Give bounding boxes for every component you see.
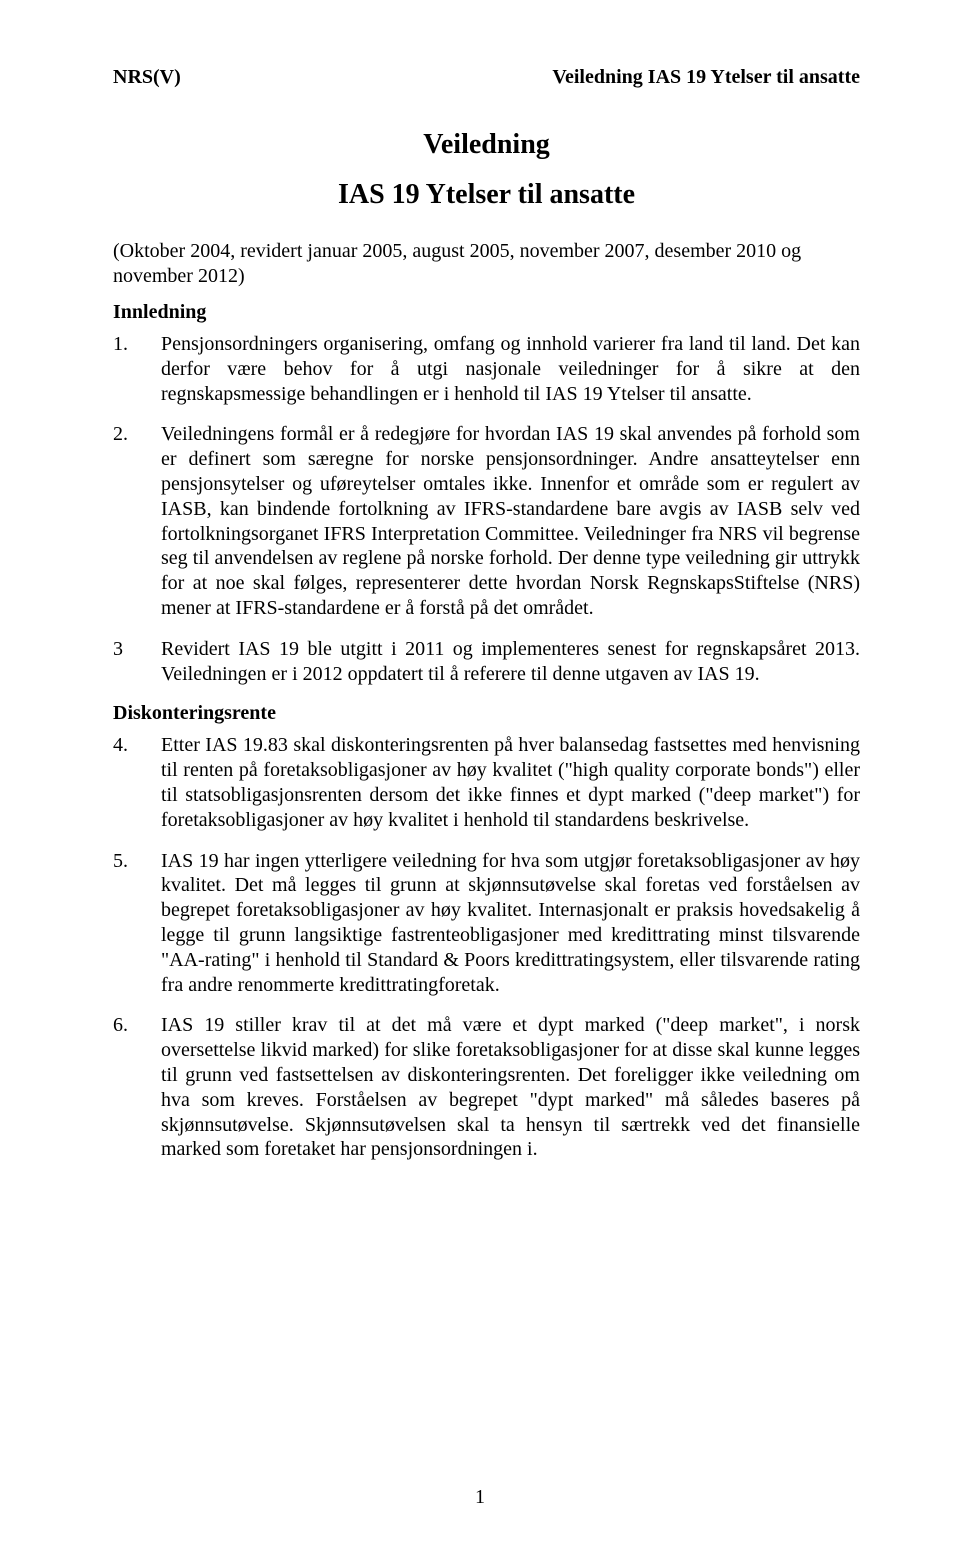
paragraph-text: Etter IAS 19.83 skal diskonteringsrenten…: [161, 733, 860, 832]
paragraph-number: 6.: [113, 1013, 161, 1038]
paragraph-number: 5.: [113, 849, 161, 874]
numbered-paragraph: 3 Revidert IAS 19 ble utgitt i 2011 og i…: [113, 637, 860, 687]
numbered-paragraph: 2. Veiledningens formål er å redegjøre f…: [113, 422, 860, 620]
header-right: Veiledning IAS 19 Ytelser til ansatte: [552, 66, 860, 89]
document-page: NRS(V) Veiledning IAS 19 Ytelser til ans…: [0, 0, 960, 1565]
revision-note: (Oktober 2004, revidert januar 2005, aug…: [113, 239, 860, 289]
paragraph-number: 3: [113, 637, 161, 662]
paragraph-number: 2.: [113, 422, 161, 447]
paragraph-text: Revidert IAS 19 ble utgitt i 2011 og imp…: [161, 637, 860, 687]
page-header: NRS(V) Veiledning IAS 19 Ytelser til ans…: [113, 66, 860, 89]
document-title-line1: Veiledning: [113, 129, 860, 161]
paragraph-text: Veiledningens formål er å redegjøre for …: [161, 422, 860, 620]
paragraph-number: 4.: [113, 733, 161, 758]
header-left: NRS(V): [113, 66, 181, 89]
page-number: 1: [0, 1486, 960, 1509]
section-heading-diskonteringsrente: Diskonteringsrente: [113, 702, 860, 725]
numbered-paragraph: 6. IAS 19 stiller krav til at det må vær…: [113, 1013, 860, 1162]
numbered-paragraph: 5. IAS 19 har ingen ytterligere veiledni…: [113, 849, 860, 998]
paragraph-text: IAS 19 stiller krav til at det må være e…: [161, 1013, 860, 1162]
paragraph-text: Pensjonsordningers organisering, omfang …: [161, 332, 860, 406]
section-heading-innledning: Innledning: [113, 301, 860, 324]
document-title-line2: IAS 19 Ytelser til ansatte: [113, 179, 860, 211]
paragraph-number: 1.: [113, 332, 161, 357]
numbered-paragraph: 1. Pensjonsordningers organisering, omfa…: [113, 332, 860, 406]
numbered-paragraph: 4. Etter IAS 19.83 skal diskonteringsren…: [113, 733, 860, 832]
paragraph-text: IAS 19 har ingen ytterligere veiledning …: [161, 849, 860, 998]
